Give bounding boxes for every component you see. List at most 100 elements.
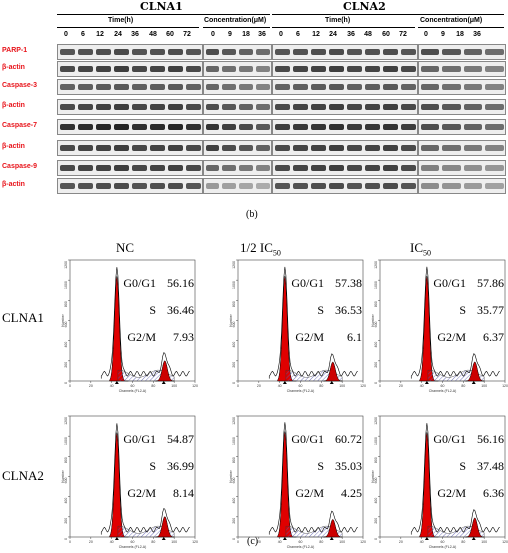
protein-band bbox=[382, 164, 398, 172]
protein-band bbox=[310, 144, 326, 152]
caption-c: (c) bbox=[247, 536, 259, 547]
protein-band bbox=[442, 103, 461, 111]
protein-band bbox=[185, 164, 201, 172]
protein-band bbox=[149, 65, 165, 73]
x-tick-label: 40 bbox=[278, 384, 282, 388]
g2m-peak bbox=[465, 361, 485, 382]
protein-band bbox=[113, 103, 129, 111]
y-tick-label: 800 bbox=[232, 301, 236, 307]
y-tick-label: 1000 bbox=[232, 281, 236, 289]
protein-band bbox=[222, 164, 236, 172]
protein-band bbox=[205, 144, 220, 152]
protein-band bbox=[167, 182, 183, 190]
protein-band bbox=[485, 144, 504, 152]
phase-stat: G2/M 6.36 bbox=[428, 486, 504, 501]
x-axis-label: Channels (FL2-A) bbox=[119, 389, 147, 393]
blot-strip bbox=[272, 79, 418, 95]
blot-strip bbox=[418, 140, 506, 156]
y-tick-label: 1000 bbox=[374, 437, 378, 445]
histogram-envelope bbox=[410, 423, 500, 535]
phase-stat: G0/G1 57.38 bbox=[286, 276, 362, 291]
blot-row-label: β-actin bbox=[2, 102, 25, 109]
y-tick-label: 600 bbox=[232, 477, 236, 483]
protein-band bbox=[205, 182, 220, 190]
blot-row-label: PARP-1 bbox=[2, 47, 28, 54]
protein-band bbox=[77, 123, 93, 131]
phase-stat: G0/G1 54.87 bbox=[118, 432, 194, 447]
x-axis-label: Channels (FL2-A) bbox=[287, 389, 315, 393]
lane-label: 72 bbox=[399, 31, 407, 38]
y-tick-label: 800 bbox=[64, 301, 68, 307]
protein-band bbox=[310, 123, 326, 131]
y-tick-label: 0 bbox=[232, 538, 236, 540]
y-tick-label: 200 bbox=[374, 362, 378, 368]
protein-band bbox=[274, 83, 290, 91]
y-tick-label: 1200 bbox=[374, 261, 378, 269]
blot-strip bbox=[418, 61, 506, 77]
phase-label: G2/M bbox=[295, 486, 324, 500]
protein-band bbox=[222, 83, 236, 91]
x-tick-label: 120 bbox=[502, 384, 508, 388]
protein-band bbox=[346, 164, 362, 172]
protein-band bbox=[346, 83, 362, 91]
protein-band bbox=[255, 182, 270, 190]
x-tick-label: 80 bbox=[319, 384, 323, 388]
protein-band bbox=[442, 164, 461, 172]
protein-band bbox=[364, 164, 380, 172]
group-title-clna1: CLNA1 bbox=[140, 0, 183, 13]
protein-band bbox=[442, 65, 461, 73]
blot-strip bbox=[418, 79, 506, 95]
protein-band bbox=[77, 65, 93, 73]
phase-label: G2/M bbox=[295, 330, 324, 344]
protein-band bbox=[420, 103, 439, 111]
protein-band bbox=[485, 164, 504, 172]
protein-band bbox=[310, 48, 326, 56]
protein-band bbox=[485, 83, 504, 91]
protein-band bbox=[255, 144, 270, 152]
protein-band bbox=[382, 103, 398, 111]
divider bbox=[203, 27, 270, 28]
protein-band bbox=[442, 123, 461, 131]
y-tick-label: 400 bbox=[232, 498, 236, 504]
protein-band bbox=[400, 65, 416, 73]
protein-band bbox=[77, 144, 93, 152]
x-axis-label: Channels (FL2-A) bbox=[429, 545, 457, 549]
x-tick-label: 60 bbox=[299, 384, 303, 388]
lane-label: 36 bbox=[131, 31, 139, 38]
protein-band bbox=[346, 103, 362, 111]
protein-band bbox=[95, 103, 111, 111]
conc-header-clna2: Concentration(μM) bbox=[420, 17, 483, 24]
x-tick-label: 120 bbox=[502, 540, 508, 544]
x-tick-label: 100 bbox=[171, 540, 177, 544]
protein-band bbox=[328, 164, 344, 172]
phase-stat: S 35.03 bbox=[286, 459, 362, 474]
y-tick-label: 800 bbox=[374, 457, 378, 463]
lane-label: 6 bbox=[81, 31, 85, 38]
row-title-clna2: CLNA2 bbox=[2, 468, 44, 483]
column-title-ic50: IC50 bbox=[410, 240, 431, 258]
protein-band bbox=[205, 48, 220, 56]
phase-label: G0/G1 bbox=[433, 276, 466, 290]
protein-band bbox=[328, 103, 344, 111]
phase-value: 57.86 bbox=[477, 276, 504, 290]
y-tick-label: 1000 bbox=[64, 281, 68, 289]
protein-band bbox=[382, 144, 398, 152]
protein-band bbox=[292, 182, 308, 190]
protein-band bbox=[222, 48, 236, 56]
protein-band bbox=[420, 48, 439, 56]
protein-band bbox=[400, 182, 416, 190]
phase-label: G0/G1 bbox=[291, 432, 324, 446]
histogram-envelope bbox=[100, 267, 190, 379]
protein-band bbox=[382, 65, 398, 73]
g2m-peak bbox=[155, 516, 175, 538]
protein-band bbox=[346, 182, 362, 190]
western-blot-figure: CLNA1 CLNA2 Time(h) Concentration(μM) Ti… bbox=[0, 0, 508, 240]
phase-value: 8.14 bbox=[173, 486, 194, 500]
lane-label: 72 bbox=[183, 31, 191, 38]
phase-stat: G2/M 8.14 bbox=[118, 486, 194, 501]
histogram-svg: 0 200 400 600 800 1000 1200 0 20 40 60 80 100 120 Chan… bbox=[61, 259, 198, 393]
blot-strip bbox=[57, 79, 203, 95]
protein-band bbox=[292, 83, 308, 91]
phase-stat: S 36.53 bbox=[286, 303, 362, 318]
lane-label: 60 bbox=[382, 31, 390, 38]
